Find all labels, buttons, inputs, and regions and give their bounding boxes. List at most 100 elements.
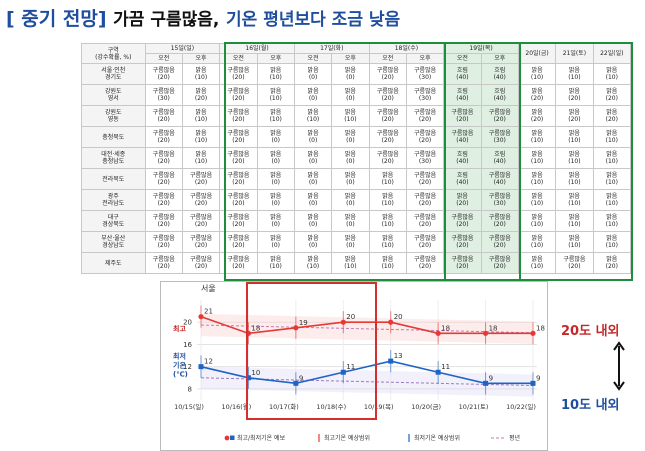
forecast-cell: 구름많음 (30) bbox=[405, 147, 445, 169]
forecast-cell: 구름많음 (20) bbox=[181, 252, 221, 274]
forecast-cell: 맑음 (20) bbox=[517, 105, 557, 127]
forecast-cell: 맑음 (20) bbox=[517, 84, 557, 106]
forecast-cell: 맑음 (10) bbox=[181, 147, 221, 169]
range-arrow-icon bbox=[613, 341, 625, 391]
forecast-cell: 맑음 (10) bbox=[368, 231, 407, 253]
am-header: 오전 bbox=[368, 53, 407, 64]
forecast-cell: 구름많음 (20) bbox=[144, 105, 183, 127]
high-point bbox=[293, 325, 299, 331]
day-header: 20일(금) bbox=[517, 43, 557, 64]
forecast-cell: 맑음 (0) bbox=[331, 231, 370, 253]
forecast-cell: 구름많음 (20) bbox=[219, 63, 258, 85]
region-cell: 강원도 영동 bbox=[81, 105, 146, 127]
forecast-cell: 맑음 (10) bbox=[368, 252, 407, 274]
forecast-cell: 맑음 (10) bbox=[555, 231, 594, 253]
forecast-cell: 구름많음 (20) bbox=[181, 168, 221, 190]
data-label: 9 bbox=[536, 374, 540, 382]
forecast-cell: 맑음 (0) bbox=[331, 210, 370, 232]
table-corner-label: 구역 (강수확률, %) bbox=[81, 43, 146, 64]
am-header: 오전 bbox=[293, 53, 333, 64]
chart-svg: 서울 8 12 16 20 10/15(일) 10/16(월) 10/17(화) 10/18(수… bbox=[173, 284, 545, 442]
forecast-cell: 맑음 (0) bbox=[293, 210, 333, 232]
low-range-annotation: 10도 내외 bbox=[561, 398, 620, 413]
low-point bbox=[340, 369, 346, 375]
x-tick-label: 10/16(월) bbox=[222, 402, 252, 411]
forecast-cell: 흐림 (40) bbox=[443, 84, 482, 106]
page-title: [ 중기 전망] 가끔 구름많음, 기온 평년보다 조금 낮음 bbox=[6, 6, 636, 32]
legend-low-marker bbox=[230, 435, 235, 440]
forecast-cell: 맑음 (10) bbox=[368, 168, 407, 190]
data-label: 9 bbox=[489, 374, 493, 382]
forecast-cell: 구름많음 (20) bbox=[219, 147, 258, 169]
data-label: 12 bbox=[204, 358, 213, 366]
table-row: 대구 경상북도 구름많음 (20) 구름많음 (20) 구름많음 (20) 맑음 (0) 맑음 (0)… bbox=[81, 210, 632, 232]
day-header: 19일(목) bbox=[443, 43, 519, 54]
low-point bbox=[388, 358, 394, 364]
forecast-cell: 구름많음 (20) bbox=[368, 105, 407, 127]
forecast-cell: 맑음 (20) bbox=[592, 252, 632, 274]
forecast-cell: 맑음 (10) bbox=[555, 189, 594, 211]
am-header: 오전 bbox=[443, 53, 482, 64]
forecast-cell: 맑음 (10) bbox=[256, 63, 295, 85]
forecast-cell: 구름많음 (20) bbox=[368, 63, 407, 85]
forecast-cell: 맑음 (10) bbox=[555, 147, 594, 169]
high-point bbox=[435, 330, 441, 336]
table-row: 서울·인천 경기도 구름많음 (20) 맑음 (10) 구름많음 (20) 맑음 (10) 맑음 (0… bbox=[81, 63, 632, 85]
high-range-annotation: 20도 내외 bbox=[561, 324, 620, 339]
forecast-cell: 구름많음 (20) bbox=[181, 189, 221, 211]
forecast-cell: 맑음 (0) bbox=[331, 168, 370, 190]
table-row: 충청북도 구름많음 (20) 맑음 (10) 구름많음 (20) 맑음 (0) 맑음 (0) 맑음 (0… bbox=[81, 126, 632, 148]
data-label: 18 bbox=[441, 324, 450, 332]
forecast-cell: 흐림 (40) bbox=[443, 168, 482, 190]
forecast-cell: 맑음 (10) bbox=[555, 63, 594, 85]
forecast-cell: 맑음 (10) bbox=[517, 126, 557, 148]
forecast-cell: 맑음 (10) bbox=[293, 252, 333, 274]
day-header: 17일(화) bbox=[293, 43, 370, 54]
forecast-cell: 맑음 (10) bbox=[592, 63, 632, 85]
forecast-cell: 흐림 (40) bbox=[443, 63, 482, 85]
forecast-cell: 맑음 (10) bbox=[592, 147, 632, 169]
high-point bbox=[340, 319, 346, 325]
corner-title: 구역 bbox=[107, 46, 119, 54]
forecast-cell: 맑음 (10) bbox=[181, 126, 221, 148]
chart-title: 서울 bbox=[201, 284, 216, 293]
high-point bbox=[482, 330, 489, 336]
region-cell: 서울·인천 경기도 bbox=[81, 63, 146, 85]
forecast-cell: 구름많음 (20) bbox=[480, 231, 519, 253]
forecast-cell: 맑음 (10) bbox=[517, 168, 557, 190]
forecast-cell: 구름많음 (20) bbox=[405, 252, 445, 274]
forecast-cell: 맑음 (10) bbox=[256, 84, 295, 106]
table-row: 강원도 영동 구름많음 (20) 맑음 (10) 구름많음 (20) 맑음 (10) 맑음 (10) 맑… bbox=[81, 105, 632, 127]
forecast-cell: 구름많음 (20) bbox=[480, 252, 519, 274]
forecast-cell: 맑음 (20) bbox=[181, 84, 221, 106]
forecast-cell: 구름많음 (20) bbox=[405, 231, 445, 253]
data-label: 10 bbox=[251, 369, 260, 377]
table-row: 제주도 구름많음 (20) 구름많음 (20) 구름많음 (20) 맑음 (10) 맑음 (10) 맑… bbox=[81, 252, 632, 274]
forecast-cell: 맑음 (10) bbox=[368, 210, 407, 232]
forecast-cell: 구름많음 (20) bbox=[219, 210, 258, 232]
high-point bbox=[198, 314, 204, 320]
forecast-cell: 맑음 (10) bbox=[181, 63, 221, 85]
day-header: 22일(일) bbox=[592, 43, 632, 64]
pm-header: 오후 bbox=[331, 53, 370, 64]
table-body: 서울·인천 경기도 구름많음 (20) 맑음 (10) 구름많음 (20) 맑음 (10) 맑음 (0… bbox=[81, 63, 632, 274]
forecast-cell: 맑음 (0) bbox=[293, 168, 333, 190]
forecast-cell: 맑음 (10) bbox=[293, 105, 333, 127]
data-label: 21 bbox=[204, 308, 213, 316]
normal-high-line bbox=[200, 324, 534, 334]
y-tick-label: 16 bbox=[183, 341, 192, 349]
pm-header: 오후 bbox=[256, 53, 295, 64]
forecast-cell: 구름많음 (20) bbox=[144, 126, 183, 148]
legend-label: 최저기온 예상범위 bbox=[414, 434, 460, 442]
table-row: 부산·울산 경상남도 구름많음 (20) 구름많음 (20) 구름많음 (20) 맑음 (0) 맑음… bbox=[81, 231, 632, 253]
forecast-cell: 맑음 (0) bbox=[256, 231, 295, 253]
forecast-cell: 맑음 (0) bbox=[331, 147, 370, 169]
forecast-cell: 구름많음 (30) bbox=[480, 189, 519, 211]
table-row: 강원도 영서 구름많음 (30) 맑음 (20) 구름많음 (20) 맑음 (10) 맑음 (0) 맑음… bbox=[81, 84, 632, 106]
forecast-cell: 맑음 (0) bbox=[293, 189, 333, 211]
forecast-cell: 맑음 (10) bbox=[331, 105, 370, 127]
forecast-cell: 구름많음 (20) bbox=[144, 210, 183, 232]
forecast-cell: 구름많음 (20) bbox=[368, 147, 407, 169]
forecast-cell: 맑음 (10) bbox=[517, 210, 557, 232]
forecast-cell: 구름많음 (40) bbox=[443, 126, 482, 148]
